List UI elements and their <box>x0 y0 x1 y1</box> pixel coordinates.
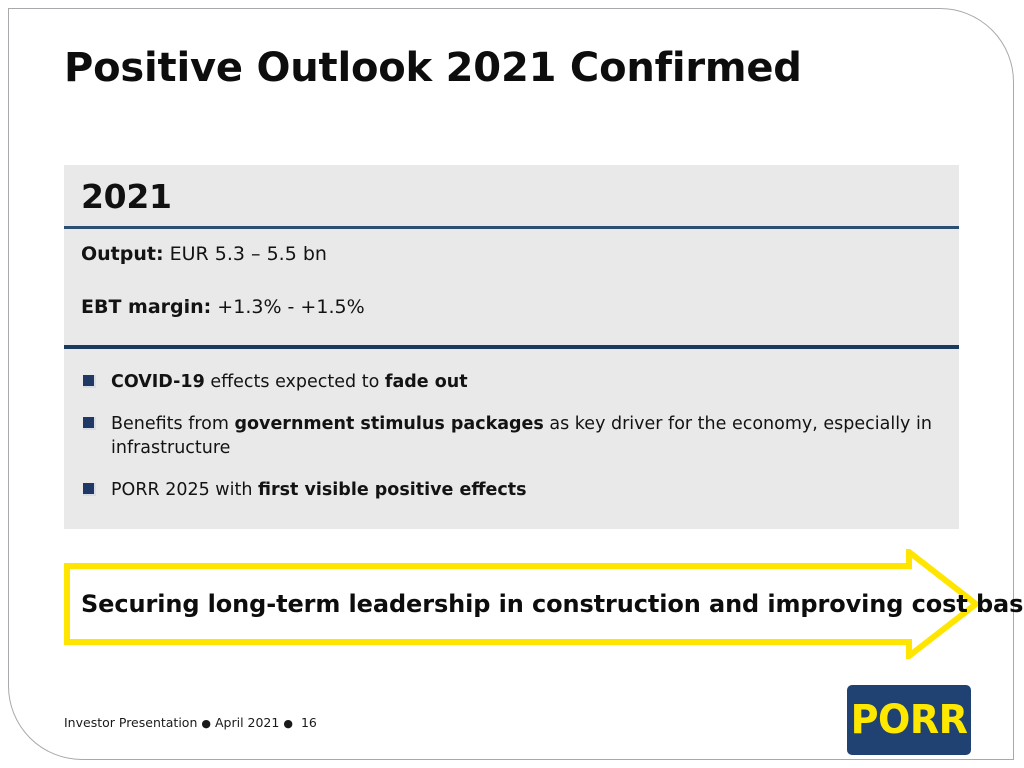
banner-text: Securing long-term leadership in constru… <box>81 590 1024 618</box>
porr-logo: PORR <box>847 685 971 755</box>
metric-output-value: EUR 5.3 – 5.5 bn <box>163 243 327 265</box>
footer-date: April 2021 <box>214 715 280 730</box>
banner-arrow: Securing long-term leadership in constru… <box>64 549 1024 659</box>
list-item: COVID-19 effects expected to fade out <box>81 370 941 394</box>
list-item-text: PORR 2025 with <box>111 480 258 501</box>
list-item: Benefits from government stimulus packag… <box>81 412 941 460</box>
list-item-text: government stimulus packages <box>234 414 544 435</box>
list-item-text: effects expected to <box>204 372 385 392</box>
page-title: Positive Outlook 2021 Confirmed <box>64 45 802 91</box>
panel-year-heading: 2021 <box>81 177 172 216</box>
porr-logo-text: PORR <box>850 696 968 744</box>
footer-presentation: Investor Presentation <box>64 715 198 730</box>
panel-divider-bottom <box>64 345 959 349</box>
footer: Investor Presentation ● April 2021 ● 16 <box>64 715 317 730</box>
metric-output-label: Output: <box>81 243 164 265</box>
list-item: PORR 2025 with first visible positive ef… <box>81 478 941 502</box>
metric-ebt-margin-label: EBT margin: <box>81 296 212 318</box>
metric-output: Output: EUR 5.3 – 5.5 bn <box>81 243 327 265</box>
footer-separator-1: ● <box>201 717 211 730</box>
bullet-square-icon <box>83 483 96 497</box>
list-item-text: first visible positive effects <box>258 480 527 501</box>
metric-ebt-margin: EBT margin: +1.3% - +1.5% <box>81 296 365 318</box>
right-arrow-banner-icon <box>64 549 979 659</box>
bullet-square-icon <box>83 417 96 431</box>
list-item-text: COVID-19 <box>111 372 205 392</box>
outlook-panel: 2021 Output: EUR 5.3 – 5.5 bn EBT margin… <box>64 165 959 529</box>
slide-frame: Positive Outlook 2021 Confirmed 2021 Out… <box>8 8 1024 760</box>
list-item-text: fade out <box>384 372 468 392</box>
metric-ebt-margin-value: +1.3% - +1.5% <box>211 296 365 318</box>
list-item-text: as key driver for the economy, especiall… <box>111 414 932 459</box>
panel-divider-top <box>64 226 959 229</box>
bullet-square-icon <box>83 375 96 388</box>
footer-page-number: 16 <box>300 715 317 730</box>
bullet-list: COVID-19 effects expected to fade out Ben… <box>81 370 941 503</box>
list-item-text: Benefits from <box>111 414 235 435</box>
footer-separator-2: ● <box>283 717 293 730</box>
